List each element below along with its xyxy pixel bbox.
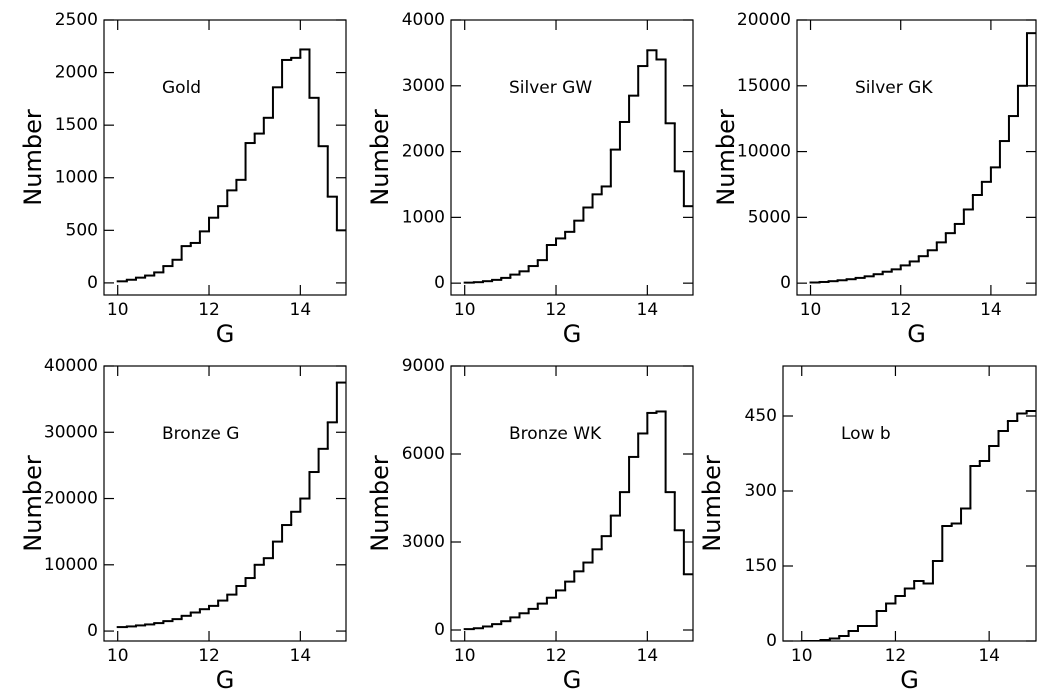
x-tick-label: 12 bbox=[545, 646, 567, 666]
plot-frame bbox=[103, 19, 347, 296]
x-tick-label: 10 bbox=[800, 300, 822, 320]
x-axis-label: G bbox=[216, 320, 235, 348]
y-axis-label: Number bbox=[366, 455, 394, 552]
y-tick-label: 9000 bbox=[402, 356, 445, 376]
x-tick-label: 14 bbox=[290, 646, 312, 666]
y-tick-label: 15000 bbox=[737, 76, 791, 96]
y-tick-label: 2000 bbox=[55, 63, 98, 83]
y-tick-label: 0 bbox=[434, 620, 445, 640]
x-tick-label: 12 bbox=[890, 300, 912, 320]
x-tick-label: 10 bbox=[107, 300, 129, 320]
x-axis-label: G bbox=[563, 320, 582, 348]
annotation: Bronze G bbox=[162, 424, 239, 444]
plot-frame bbox=[796, 19, 1037, 296]
x-tick-label: 10 bbox=[107, 646, 129, 666]
annotation: Low b bbox=[841, 424, 891, 444]
y-tick-label: 2500 bbox=[55, 10, 98, 30]
y-axis-label: Number bbox=[712, 109, 740, 206]
x-tick-label: 12 bbox=[198, 646, 220, 666]
y-tick-label: 450 bbox=[745, 406, 777, 426]
plot-frame bbox=[103, 365, 347, 642]
y-tick-label: 0 bbox=[780, 273, 791, 293]
annotation: Gold bbox=[162, 78, 201, 98]
y-tick-label: 0 bbox=[87, 273, 98, 293]
x-axis-label: G bbox=[907, 320, 926, 348]
y-tick-label: 1500 bbox=[55, 115, 98, 135]
y-axis-label: Number bbox=[19, 455, 47, 552]
y-tick-label: 10000 bbox=[44, 555, 98, 575]
x-tick-label: 10 bbox=[454, 646, 476, 666]
x-tick-label: 14 bbox=[978, 646, 1000, 666]
plot-frame bbox=[450, 365, 694, 642]
y-tick-label: 0 bbox=[87, 621, 98, 641]
y-tick-label: 1000 bbox=[55, 168, 98, 188]
x-tick-label: 14 bbox=[637, 300, 659, 320]
x-tick-label: 14 bbox=[290, 300, 312, 320]
y-tick-label: 500 bbox=[66, 220, 98, 240]
x-tick-label: 14 bbox=[637, 646, 659, 666]
y-tick-label: 2000 bbox=[402, 142, 445, 162]
y-tick-label: 0 bbox=[434, 273, 445, 293]
y-tick-label: 20000 bbox=[44, 489, 98, 509]
x-tick-label: 12 bbox=[545, 300, 567, 320]
y-tick-label: 5000 bbox=[748, 207, 791, 227]
y-tick-label: 4000 bbox=[402, 10, 445, 30]
y-tick-label: 30000 bbox=[44, 422, 98, 442]
x-tick-label: 10 bbox=[791, 646, 813, 666]
y-tick-label: 20000 bbox=[737, 10, 791, 30]
y-tick-label: 10000 bbox=[737, 142, 791, 162]
annotation: Silver GK bbox=[855, 78, 933, 98]
plot-frame bbox=[450, 19, 694, 296]
x-axis-label: G bbox=[563, 666, 582, 694]
y-tick-label: 0 bbox=[766, 631, 777, 651]
y-axis-label: Number bbox=[19, 109, 47, 206]
plot-frame bbox=[782, 365, 1037, 642]
y-axis-label: Number bbox=[698, 455, 726, 552]
x-tick-label: 14 bbox=[980, 300, 1002, 320]
y-tick-label: 6000 bbox=[402, 444, 445, 464]
y-tick-label: 150 bbox=[745, 556, 777, 576]
y-tick-label: 1000 bbox=[402, 207, 445, 227]
x-tick-label: 12 bbox=[198, 300, 220, 320]
annotation: Silver GW bbox=[509, 78, 592, 98]
y-tick-label: 40000 bbox=[44, 356, 98, 376]
x-tick-label: 10 bbox=[454, 300, 476, 320]
annotation: Bronze WK bbox=[509, 424, 602, 444]
y-tick-label: 3000 bbox=[402, 532, 445, 552]
x-axis-label: G bbox=[216, 666, 235, 694]
x-tick-label: 12 bbox=[885, 646, 907, 666]
y-tick-label: 300 bbox=[745, 481, 777, 501]
x-axis-label: G bbox=[900, 666, 919, 694]
y-axis-label: Number bbox=[366, 109, 394, 206]
y-tick-label: 3000 bbox=[402, 76, 445, 96]
